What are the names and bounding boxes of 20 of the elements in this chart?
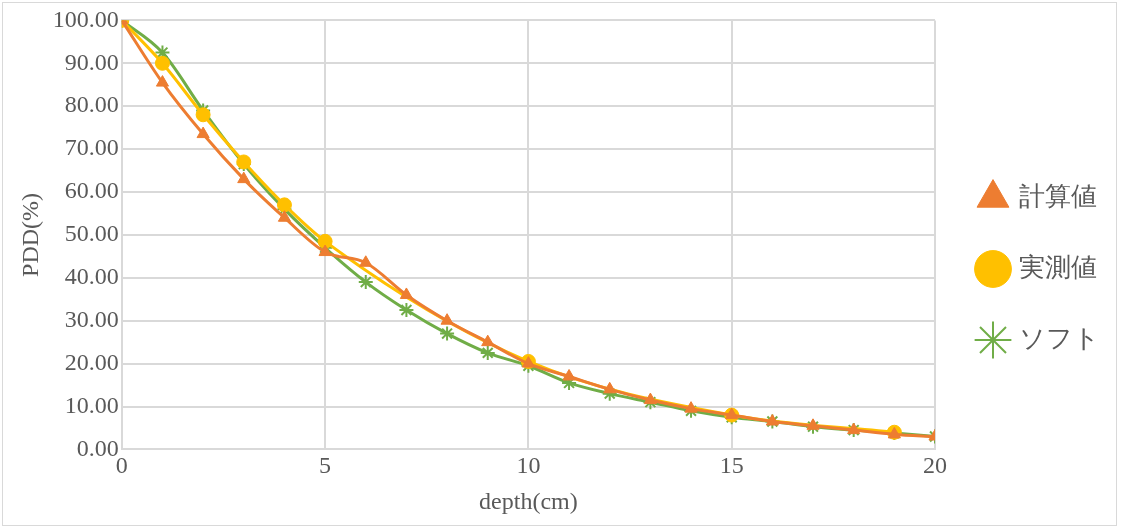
y-tick-label: 90.00 [64, 48, 119, 75]
legend-label: 計算値 [1019, 181, 1097, 211]
y-tick-label: 20.00 [64, 348, 119, 375]
y-tick-label: 30.00 [64, 306, 119, 332]
x-tick-label: 20 [923, 452, 947, 479]
y-tick-label: 0.00 [76, 434, 119, 461]
y-tick-label: 60.00 [64, 177, 119, 204]
y-tick-label: 10.00 [64, 391, 119, 418]
x-tick-label: 10 [516, 452, 541, 479]
y-tick-label: 40.00 [64, 263, 119, 290]
y-tick-label: 70.00 [64, 134, 119, 161]
x-tick-label: 15 [719, 452, 744, 479]
legend-label: ソフト [1019, 323, 1100, 353]
y-tick-label: 50.00 [64, 220, 119, 247]
x-axis-title: depth(cm) [479, 487, 578, 514]
y-tick-label: 100.00 [52, 5, 119, 32]
x-tick-label: 5 [319, 452, 332, 479]
legend-label: 実測値 [1019, 252, 1097, 282]
y-axis-title: PDD(%) [16, 192, 43, 277]
y-tick-label: 80.00 [64, 91, 119, 118]
